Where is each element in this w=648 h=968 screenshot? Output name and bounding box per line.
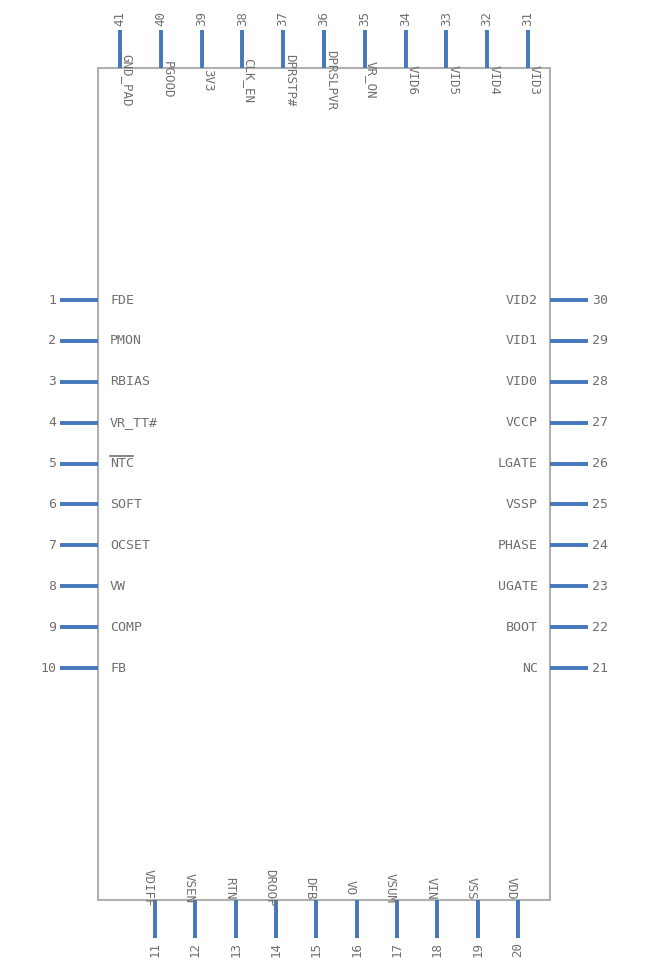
Text: 34: 34	[399, 11, 412, 26]
Text: 1: 1	[48, 293, 56, 307]
Text: 10: 10	[40, 661, 56, 675]
Text: 31: 31	[522, 11, 535, 26]
Text: LGATE: LGATE	[498, 457, 538, 470]
Text: RBIAS: RBIAS	[110, 376, 150, 388]
Text: 3V3: 3V3	[202, 69, 214, 91]
Text: COMP: COMP	[110, 620, 142, 634]
Text: 40: 40	[154, 11, 167, 26]
Text: 4: 4	[48, 416, 56, 429]
Text: 29: 29	[592, 334, 608, 348]
Text: 22: 22	[592, 620, 608, 634]
Text: UGATE: UGATE	[498, 580, 538, 592]
Text: NTC: NTC	[110, 457, 134, 470]
Text: 9: 9	[48, 620, 56, 634]
Text: 2: 2	[48, 334, 56, 348]
Text: 38: 38	[236, 11, 249, 26]
Text: DPRSTP#: DPRSTP#	[283, 54, 296, 106]
Text: VID4: VID4	[487, 65, 500, 95]
Text: DPRSLPVR: DPRSLPVR	[324, 50, 337, 110]
Text: 17: 17	[391, 942, 404, 957]
Text: BOOT: BOOT	[506, 620, 538, 634]
Text: 25: 25	[592, 498, 608, 511]
Text: VID5: VID5	[446, 65, 459, 95]
Text: 37: 37	[277, 11, 290, 26]
Text: 28: 28	[592, 376, 608, 388]
Bar	[98, 68, 550, 900]
Text: 39: 39	[195, 11, 208, 26]
Text: 35: 35	[358, 11, 371, 26]
Text: FDE: FDE	[110, 293, 134, 307]
Text: VSSP: VSSP	[506, 498, 538, 511]
Text: 26: 26	[592, 457, 608, 470]
Text: 16: 16	[350, 942, 363, 957]
Text: 6: 6	[48, 498, 56, 511]
Text: VDD: VDD	[505, 877, 518, 899]
Text: 36: 36	[318, 11, 330, 26]
Text: 33: 33	[440, 11, 453, 26]
Text: 5: 5	[48, 457, 56, 470]
Text: 3: 3	[48, 376, 56, 388]
Text: 24: 24	[592, 539, 608, 552]
Text: 19: 19	[471, 942, 484, 957]
Text: 14: 14	[270, 942, 283, 957]
Text: 11: 11	[148, 942, 161, 957]
Text: VID1: VID1	[506, 334, 538, 348]
Text: VW: VW	[110, 580, 126, 592]
Text: 21: 21	[592, 661, 608, 675]
Text: 30: 30	[592, 293, 608, 307]
Text: GND_PAD: GND_PAD	[120, 54, 133, 106]
Text: VID0: VID0	[506, 376, 538, 388]
Text: VID6: VID6	[406, 65, 419, 95]
Text: VR_TT#: VR_TT#	[110, 416, 158, 429]
Text: 23: 23	[592, 580, 608, 592]
Text: 7: 7	[48, 539, 56, 552]
Text: VID3: VID3	[528, 65, 541, 95]
Text: PMON: PMON	[110, 334, 142, 348]
Text: VIN: VIN	[424, 877, 437, 899]
Text: 12: 12	[189, 942, 202, 957]
Text: OCSET: OCSET	[110, 539, 150, 552]
Text: 8: 8	[48, 580, 56, 592]
Text: DFB: DFB	[303, 877, 316, 899]
Text: PGOOD: PGOOD	[161, 61, 174, 99]
Text: VO: VO	[343, 881, 356, 895]
Text: NC: NC	[522, 661, 538, 675]
Text: VCCP: VCCP	[506, 416, 538, 429]
Text: VSUM: VSUM	[384, 873, 397, 903]
Text: VID2: VID2	[506, 293, 538, 307]
Text: 41: 41	[113, 11, 126, 26]
Text: RTN: RTN	[223, 877, 236, 899]
Text: 15: 15	[310, 942, 323, 957]
Text: VR_ON: VR_ON	[365, 61, 378, 99]
Text: SOFT: SOFT	[110, 498, 142, 511]
Text: FB: FB	[110, 661, 126, 675]
Text: CLK_EN: CLK_EN	[242, 57, 255, 103]
Text: 18: 18	[431, 942, 444, 957]
Text: 27: 27	[592, 416, 608, 429]
Text: 32: 32	[481, 11, 494, 26]
Text: 13: 13	[229, 942, 242, 957]
Text: VSEN: VSEN	[182, 873, 195, 903]
Text: PHASE: PHASE	[498, 539, 538, 552]
Text: DROOP: DROOP	[263, 869, 276, 907]
Text: VSS: VSS	[465, 877, 478, 899]
Text: 20: 20	[511, 942, 524, 957]
Text: VDIFF: VDIFF	[142, 869, 155, 907]
